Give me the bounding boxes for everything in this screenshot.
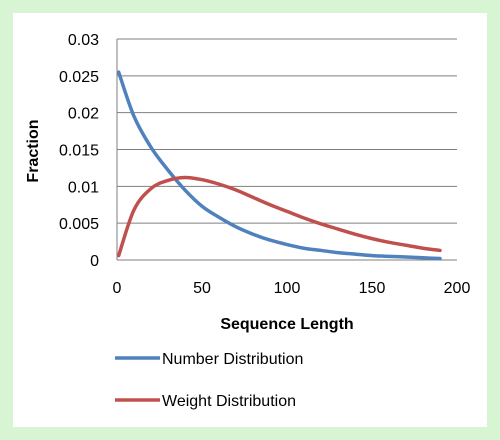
- x-axis-title: Sequence Length: [220, 316, 353, 333]
- x-tick-label: 100: [274, 280, 301, 297]
- y-tick-label: 0.01: [68, 179, 99, 196]
- x-tick-label: 150: [359, 280, 386, 297]
- gridlines: [117, 38, 457, 224]
- y-tick-label: 0.015: [59, 143, 99, 160]
- x-tick-label: 0: [113, 280, 122, 297]
- y-tick-label: 0: [90, 253, 99, 270]
- line-chart: 0 0.005 0.01 0.015 0.02 0.025 0.03 0 50 100 150 200…: [25, 32, 470, 410]
- x-tick-label: 200: [444, 280, 471, 297]
- axes: [116, 39, 457, 261]
- weight-distribution-line: [116, 175, 442, 258]
- y-tick-label: 0.02: [68, 106, 99, 123]
- legend-label-weight-distribution: Weight Distribution: [162, 393, 296, 410]
- y-tick-label: 0.03: [68, 32, 99, 49]
- chart-frame: 0 0.005 0.01 0.015 0.02 0.025 0.03 0 50 100 150 200…: [13, 13, 487, 427]
- legend-label-number-distribution: Number Distribution: [162, 351, 303, 368]
- legend: Number Distribution Weight Distribution: [115, 351, 303, 410]
- x-tick-label: 50: [193, 280, 211, 297]
- series-lines: [116, 70, 442, 261]
- number-distribution-line: [116, 70, 442, 261]
- y-tick-label: 0.005: [59, 216, 99, 233]
- y-axis-title: Fraction: [25, 119, 42, 182]
- y-tick-label: 0.025: [59, 69, 99, 86]
- tick-labels: 0 0.005 0.01 0.015 0.02 0.025 0.03 0 50 100 150 200: [59, 32, 470, 297]
